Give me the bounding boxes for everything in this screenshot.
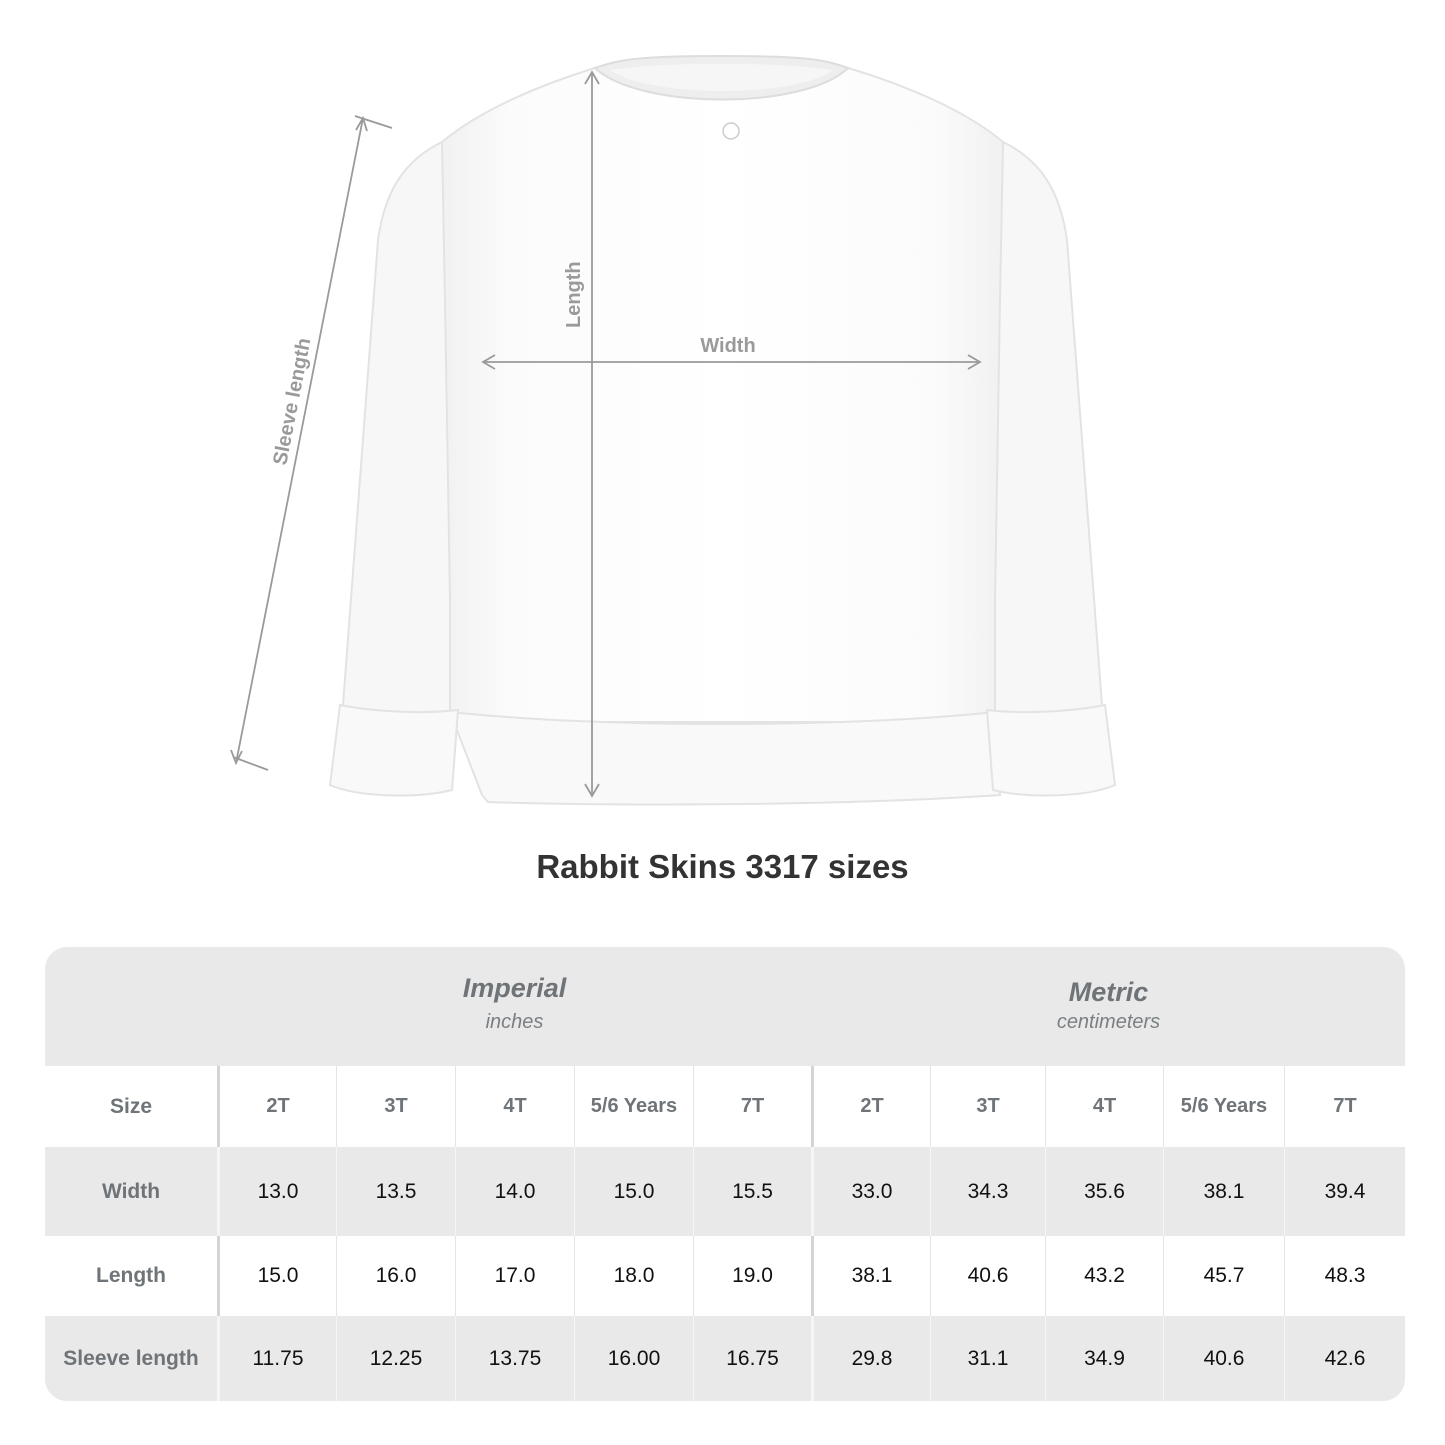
table-cell: 45.7 bbox=[1164, 1236, 1285, 1316]
table-cell: 17.0 bbox=[456, 1236, 575, 1316]
size-row-label: Size bbox=[45, 1066, 220, 1147]
table-cell: 40.6 bbox=[1164, 1316, 1285, 1401]
neck-opening bbox=[610, 64, 833, 91]
table-cell: 14.0 bbox=[456, 1147, 575, 1236]
size-header-cell: 2T bbox=[814, 1066, 931, 1147]
sleeve-length-row-label: Sleeve length bbox=[45, 1316, 220, 1401]
length-label: Length bbox=[563, 261, 585, 328]
table-cell: 35.6 bbox=[1046, 1147, 1164, 1236]
left-cuff bbox=[328, 703, 460, 797]
table-cell: 18.0 bbox=[575, 1236, 694, 1316]
table-cell: 34.9 bbox=[1046, 1316, 1164, 1401]
metric-title: Metric bbox=[1068, 977, 1149, 1007]
garment-illustration: Sleeve length Length Width bbox=[230, 54, 1117, 806]
size-header-cell: 7T bbox=[694, 1066, 814, 1147]
table-cell: 40.6 bbox=[931, 1236, 1046, 1316]
sleeve-length-row: Sleeve length 11.75 12.25 13.75 16.00 16… bbox=[45, 1316, 1405, 1401]
table-cell: 48.3 bbox=[1324, 1264, 1366, 1287]
size-header-row: Size 2T 3T 4T 5/6 Years 7T 2T 3T 4T 5/6 … bbox=[45, 1066, 1405, 1147]
table-cell: 16.00 bbox=[575, 1316, 694, 1401]
metric-unit: centimeters bbox=[1056, 1011, 1161, 1033]
table-cell: 34.3 bbox=[931, 1147, 1046, 1236]
length-row-label: Length bbox=[45, 1236, 220, 1316]
table-cell: 16.0 bbox=[337, 1236, 456, 1316]
page-title: Rabbit Skins 3317 sizes bbox=[536, 848, 909, 885]
tag-icon bbox=[722, 122, 740, 140]
table-cell: 15.0 bbox=[575, 1147, 694, 1236]
table-cell: 16.75 bbox=[694, 1316, 814, 1401]
metric-header: Metric centimeters bbox=[812, 947, 1405, 1066]
measurement-guides bbox=[230, 70, 982, 798]
table-cell: 15.5 bbox=[694, 1147, 814, 1236]
table-cell: 39.4 bbox=[1324, 1179, 1366, 1203]
table-cell: 38.1 bbox=[1164, 1147, 1285, 1236]
waistband bbox=[448, 710, 1002, 806]
table-cell: 19.0 bbox=[694, 1236, 814, 1316]
size-header-cell: 4T bbox=[456, 1066, 575, 1147]
size-header-cell: 4T bbox=[1046, 1066, 1164, 1147]
size-header-cell: 2T bbox=[220, 1066, 337, 1147]
width-row: Width 13.0 13.5 14.0 15.0 15.5 33.0 34.3… bbox=[45, 1147, 1405, 1236]
table-cell: 13.75 bbox=[456, 1316, 575, 1401]
width-label: Width bbox=[700, 335, 755, 357]
size-header-cell: 5/6 Years bbox=[575, 1066, 694, 1147]
size-header-cell: 5/6 Years bbox=[1164, 1066, 1285, 1147]
right-cuff bbox=[985, 703, 1117, 797]
table-cell: 13.5 bbox=[337, 1147, 456, 1236]
table-cell: 11.75 bbox=[220, 1316, 337, 1401]
size-header-cell: 7T bbox=[1333, 1095, 1357, 1117]
unit-system-header: Imperial inches Metric centimeters bbox=[45, 947, 1405, 1066]
imperial-unit: inches bbox=[485, 1011, 544, 1033]
length-row: Length 15.0 16.0 17.0 18.0 19.0 38.1 40.… bbox=[45, 1236, 1405, 1316]
sleeve-length-label: Sleeve length bbox=[269, 336, 315, 467]
size-header-cell: 3T bbox=[931, 1066, 1046, 1147]
table-cell: 38.1 bbox=[814, 1236, 931, 1316]
size-table: Imperial inches Metric centimeters Size … bbox=[45, 947, 1405, 1401]
sleeve-length-arrow bbox=[235, 117, 364, 764]
table-cell: 31.1 bbox=[931, 1316, 1046, 1401]
size-header-cell: 3T bbox=[337, 1066, 456, 1147]
table-cell: 33.0 bbox=[814, 1147, 931, 1236]
body bbox=[440, 66, 1005, 723]
table-cell: 43.2 bbox=[1046, 1236, 1164, 1316]
width-row-label: Width bbox=[45, 1147, 220, 1236]
table-cell: 12.25 bbox=[337, 1316, 456, 1401]
sweatshirt-shape bbox=[328, 54, 1117, 806]
table-cell: 29.8 bbox=[814, 1316, 931, 1401]
table-cell: 42.6 bbox=[1324, 1346, 1366, 1370]
table-cell: 13.0 bbox=[220, 1147, 337, 1236]
table-cell: 15.0 bbox=[220, 1236, 337, 1316]
imperial-header: Imperial inches bbox=[217, 947, 812, 1066]
imperial-title: Imperial bbox=[462, 973, 567, 1003]
